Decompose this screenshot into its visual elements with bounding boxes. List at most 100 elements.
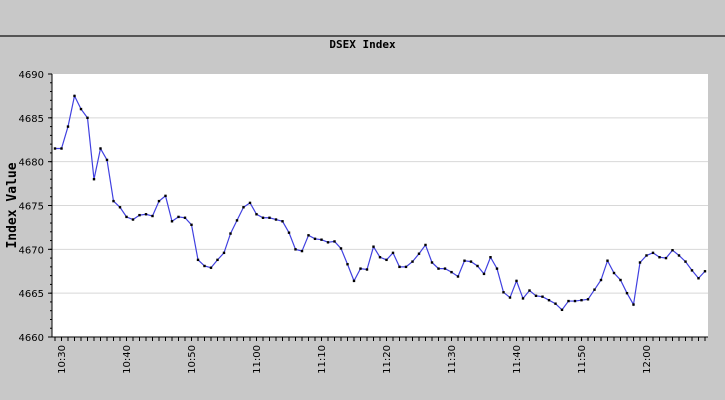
data-point [424, 243, 427, 247]
data-point [671, 249, 674, 252]
data-point [547, 298, 551, 302]
data-point [157, 199, 161, 203]
data-point [372, 245, 375, 248]
x-tick-label: 10:30 [57, 345, 68, 374]
data-point [528, 289, 531, 292]
data-point [684, 260, 687, 263]
data-point [437, 267, 440, 270]
data-point [333, 240, 336, 243]
data-point [326, 241, 330, 244]
data-point [86, 116, 89, 120]
x-tick-label: 11:10 [317, 345, 328, 374]
chart-title: DSEX Index [329, 38, 396, 51]
data-point [625, 291, 629, 295]
data-point [619, 278, 622, 282]
data-point [242, 206, 245, 209]
data-point [476, 264, 479, 268]
y-tick-label: 4685 [19, 114, 44, 125]
data-point [151, 214, 154, 218]
data-point [216, 258, 219, 262]
data-point [209, 266, 213, 269]
y-tick-label: 4690 [19, 70, 44, 81]
data-point [255, 213, 258, 216]
data-point [430, 261, 434, 264]
y-tick-label: 4660 [19, 333, 44, 344]
data-point [79, 107, 83, 111]
data-point [235, 219, 239, 222]
top-bar [0, 0, 725, 37]
data-point [229, 232, 232, 235]
data-point [294, 248, 297, 251]
data-point [365, 268, 369, 271]
data-point [502, 291, 505, 294]
y-axis-label: Index Value [5, 162, 20, 248]
data-point [378, 256, 382, 259]
data-point [385, 258, 388, 262]
data-point [300, 249, 304, 253]
data-point [456, 275, 460, 278]
data-point [593, 288, 596, 291]
data-point [541, 295, 544, 298]
data-point [125, 215, 128, 219]
data-point [105, 158, 109, 162]
data-point [690, 269, 694, 272]
data-point [320, 238, 323, 241]
data-point [469, 260, 473, 263]
data-point [586, 298, 590, 301]
data-point [482, 272, 486, 276]
data-point [560, 308, 564, 312]
y-tick-label: 4680 [19, 158, 44, 169]
x-tick-label: 11:20 [382, 345, 393, 374]
data-point [261, 216, 265, 219]
data-point [131, 218, 135, 221]
data-point [632, 303, 635, 306]
data-point [203, 264, 206, 268]
data-point [391, 251, 395, 255]
y-tick-label: 4665 [19, 289, 44, 300]
data-point [508, 296, 512, 299]
data-point [183, 216, 187, 219]
data-point [346, 263, 349, 266]
data-point [417, 252, 421, 255]
data-point [281, 220, 284, 223]
data-point [404, 265, 408, 269]
data-point [515, 279, 518, 283]
data-point [398, 265, 401, 269]
data-point [118, 206, 122, 209]
x-tick-label: 12:00 [642, 345, 653, 374]
x-tick-label: 11:00 [252, 345, 263, 374]
data-point [60, 147, 63, 150]
data-point [567, 299, 570, 303]
data-point [450, 270, 453, 274]
data-point [268, 216, 271, 219]
data-point [606, 259, 609, 262]
data-point [411, 260, 414, 263]
x-tick-label: 11:50 [577, 345, 588, 374]
data-point [638, 261, 642, 264]
data-point [651, 251, 655, 255]
data-point [92, 178, 96, 181]
data-point [495, 267, 499, 270]
data-point [443, 267, 447, 270]
data-point [307, 234, 310, 237]
data-point [489, 256, 492, 259]
data-point [138, 213, 141, 217]
data-point [53, 147, 57, 150]
data-point [144, 213, 148, 216]
data-point [534, 294, 538, 297]
x-tick-label: 11:40 [512, 345, 523, 374]
data-point [554, 302, 557, 305]
data-point [313, 237, 317, 241]
data-point [248, 201, 252, 205]
x-tick-label: 10:40 [122, 345, 133, 374]
x-tick-label: 11:30 [447, 345, 458, 374]
data-point [658, 256, 661, 259]
y-tick-label: 4675 [19, 202, 44, 213]
data-point [274, 218, 278, 221]
x-tick-label: 10:50 [187, 345, 198, 374]
data-point [359, 267, 362, 270]
data-point [66, 125, 70, 128]
data-point [177, 215, 180, 219]
data-point [463, 259, 466, 262]
